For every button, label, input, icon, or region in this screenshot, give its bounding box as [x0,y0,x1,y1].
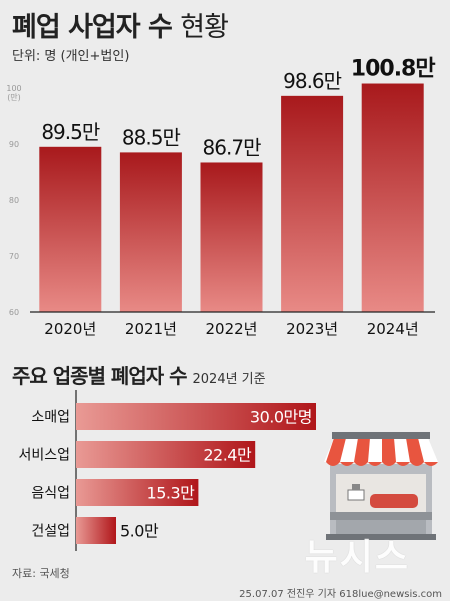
y-tick-label: 100 [6,84,21,93]
bar-value-label: 86.7만 [203,135,262,159]
hbar-value-label: 5.0만 [120,522,159,541]
unit-label: 단위: 명 (개인+법인) [12,49,130,64]
category-label: 음식업 [31,486,70,502]
category-label: 소매업 [31,410,70,426]
credit-line: 25.07.07 전진우 기자 618lue@newsis.com [239,589,442,600]
industry-chart-title: 주요 업종별 폐업자 수 2024년 기준 [12,360,266,389]
yearly-bar-chart: 60 70 80 90 100(만) 89.5만 2020년 88.5만 2021년 86.7만 2… [6,57,436,338]
y-tick-label: 90 [9,140,19,149]
y-tick-unit: (만) [7,93,21,102]
hbar [76,479,199,506]
store-icon [324,432,438,540]
bar [361,83,424,313]
bar-value-label: 89.5만 [41,120,100,144]
chart-title: 폐업 사업자 수 현황 [12,5,229,44]
x-tick-label: 2022년 [206,320,258,338]
hbar [76,403,316,430]
category-label: 건설업 [31,524,70,540]
hbar-value-label: 22.4만 [203,446,252,465]
hbar [76,441,256,468]
industry-basis: 2024년 기준 [192,372,266,387]
title-light: 현황 [180,12,229,43]
hbar-value-label: 30.0만명 [250,408,312,427]
newsis-logo: 뉴시스 [304,537,410,578]
bar [119,152,182,312]
hbar [76,517,116,544]
bar [281,95,344,312]
industry-title-text: 주요 업종별 폐업자 수 [12,364,187,388]
bar [200,162,263,312]
bar-value-label: 88.5만 [122,125,181,149]
y-tick-label: 70 [9,252,19,261]
y-tick-label: 80 [9,196,19,205]
y-tick-label: 60 [9,308,19,317]
title-bold: 폐업 사업자 수 [12,12,173,43]
bar [39,146,102,312]
category-label: 서비스업 [18,448,70,464]
x-tick-label: 2023년 [286,320,338,338]
hbar-value-label: 15.3만 [147,484,196,503]
x-tick-label: 2020년 [44,320,96,338]
x-tick-label: 2024년 [367,320,419,338]
bar-value-label: 100.8만 [351,57,436,82]
x-tick-label: 2021년 [125,320,177,338]
yearly-bars-layer: 60 70 80 90 100(만) 89.5만 2020년 88.5만 2021년 86.7만 2… [6,57,436,338]
bar-value-label: 98.6만 [283,69,342,93]
source-label: 자료: 국세청 [12,567,70,580]
